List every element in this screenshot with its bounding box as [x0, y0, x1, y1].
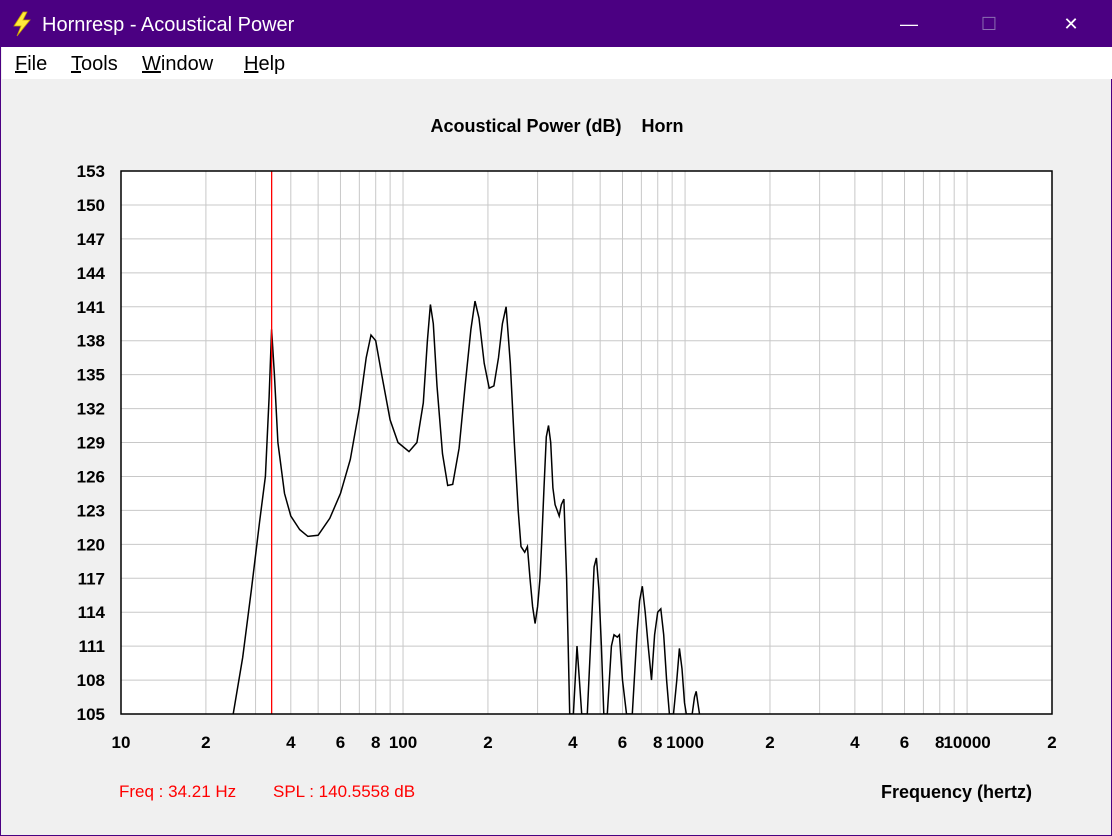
y-tick-label: 129 — [77, 434, 105, 453]
chart-title: Acoustical Power (dB) Horn — [430, 116, 684, 136]
minimize-button[interactable]: — — [900, 14, 918, 34]
y-tick-label: 117 — [78, 569, 105, 588]
menu-file-label: ile — [27, 53, 48, 75]
menu-tools-label: ools — [81, 53, 118, 75]
close-button[interactable]: ✕ — [1063, 14, 1079, 34]
x-tick-label: 8 — [653, 733, 662, 752]
menu-tools[interactable]: Tools — [71, 53, 118, 75]
y-tick-label: 135 — [77, 366, 105, 385]
x-tick-label: 8 — [935, 733, 944, 752]
y-tick-label: 120 — [77, 535, 105, 554]
x-tick-label: 6 — [900, 733, 909, 752]
menu-window-label: indow — [160, 53, 214, 75]
plot-frame — [120, 170, 1053, 715]
menu-help-label: elp — [258, 53, 286, 75]
maximize-button[interactable]: ☐ — [980, 14, 998, 34]
y-tick-label: 150 — [77, 196, 105, 215]
x-tick-label: 2 — [1047, 733, 1056, 752]
x-tick-label: 8 — [371, 733, 380, 752]
x-tick-label: 10000 — [943, 733, 990, 752]
y-tick-label: 123 — [77, 501, 105, 520]
y-tick-label: 141 — [77, 298, 105, 317]
y-tick-label: 144 — [77, 264, 106, 283]
window-title: Hornresp - Acoustical Power — [42, 14, 295, 36]
x-tick-label: 4 — [286, 733, 296, 752]
y-tick-label: 105 — [77, 705, 105, 724]
x-tick-label: 10 — [112, 733, 131, 752]
menu-tools-accelerator: T — [71, 53, 81, 75]
menu-bar: File Tools Window Help — [2, 47, 1112, 79]
x-axis-label: Frequency (hertz) — [881, 782, 1033, 802]
menu-help-accelerator: H — [244, 53, 259, 75]
x-tick-label: 6 — [336, 733, 345, 752]
menu-window-accelerator: W — [142, 53, 161, 75]
x-tick-label: 2 — [201, 733, 210, 752]
y-tick-label: 111 — [79, 637, 106, 656]
x-tick-label: 4 — [850, 733, 860, 752]
menu-help[interactable]: Help — [244, 53, 285, 75]
x-tick-label: 1000 — [666, 733, 704, 752]
lightning-icon — [13, 11, 31, 37]
x-tick-label: 4 — [568, 733, 578, 752]
title-bar[interactable]: Hornresp - Acoustical Power — ☐ ✕ — [1, 1, 1112, 47]
x-tick-label: 2 — [483, 733, 492, 752]
y-tick-label: 132 — [77, 400, 105, 419]
menu-file-accelerator: F — [15, 53, 28, 75]
menu-window[interactable]: Window — [142, 53, 213, 75]
acoustical-power-chart[interactable]: 153 150 147 144 141 138 135 132 129 126 123 120 117 1… — [1, 79, 1112, 779]
power-response-curve — [232, 300, 701, 714]
menu-file[interactable]: File — [15, 53, 47, 75]
y-tick-label: 126 — [77, 467, 105, 486]
y-tick-label: 153 — [77, 162, 105, 181]
y-tick-label: 114 — [78, 603, 106, 622]
x-tick-label: 6 — [618, 733, 627, 752]
cursor-spl-readout: SPL : 140.5558 dB — [273, 782, 416, 801]
y-tick-label: 147 — [77, 230, 105, 249]
y-tick-label: 108 — [77, 671, 105, 690]
cursor-frequency-readout: Freq : 34.21 Hz — [119, 782, 237, 801]
y-tick-label: 138 — [77, 332, 105, 351]
x-tick-label: 100 — [389, 733, 417, 752]
x-tick-label: 2 — [765, 733, 774, 752]
